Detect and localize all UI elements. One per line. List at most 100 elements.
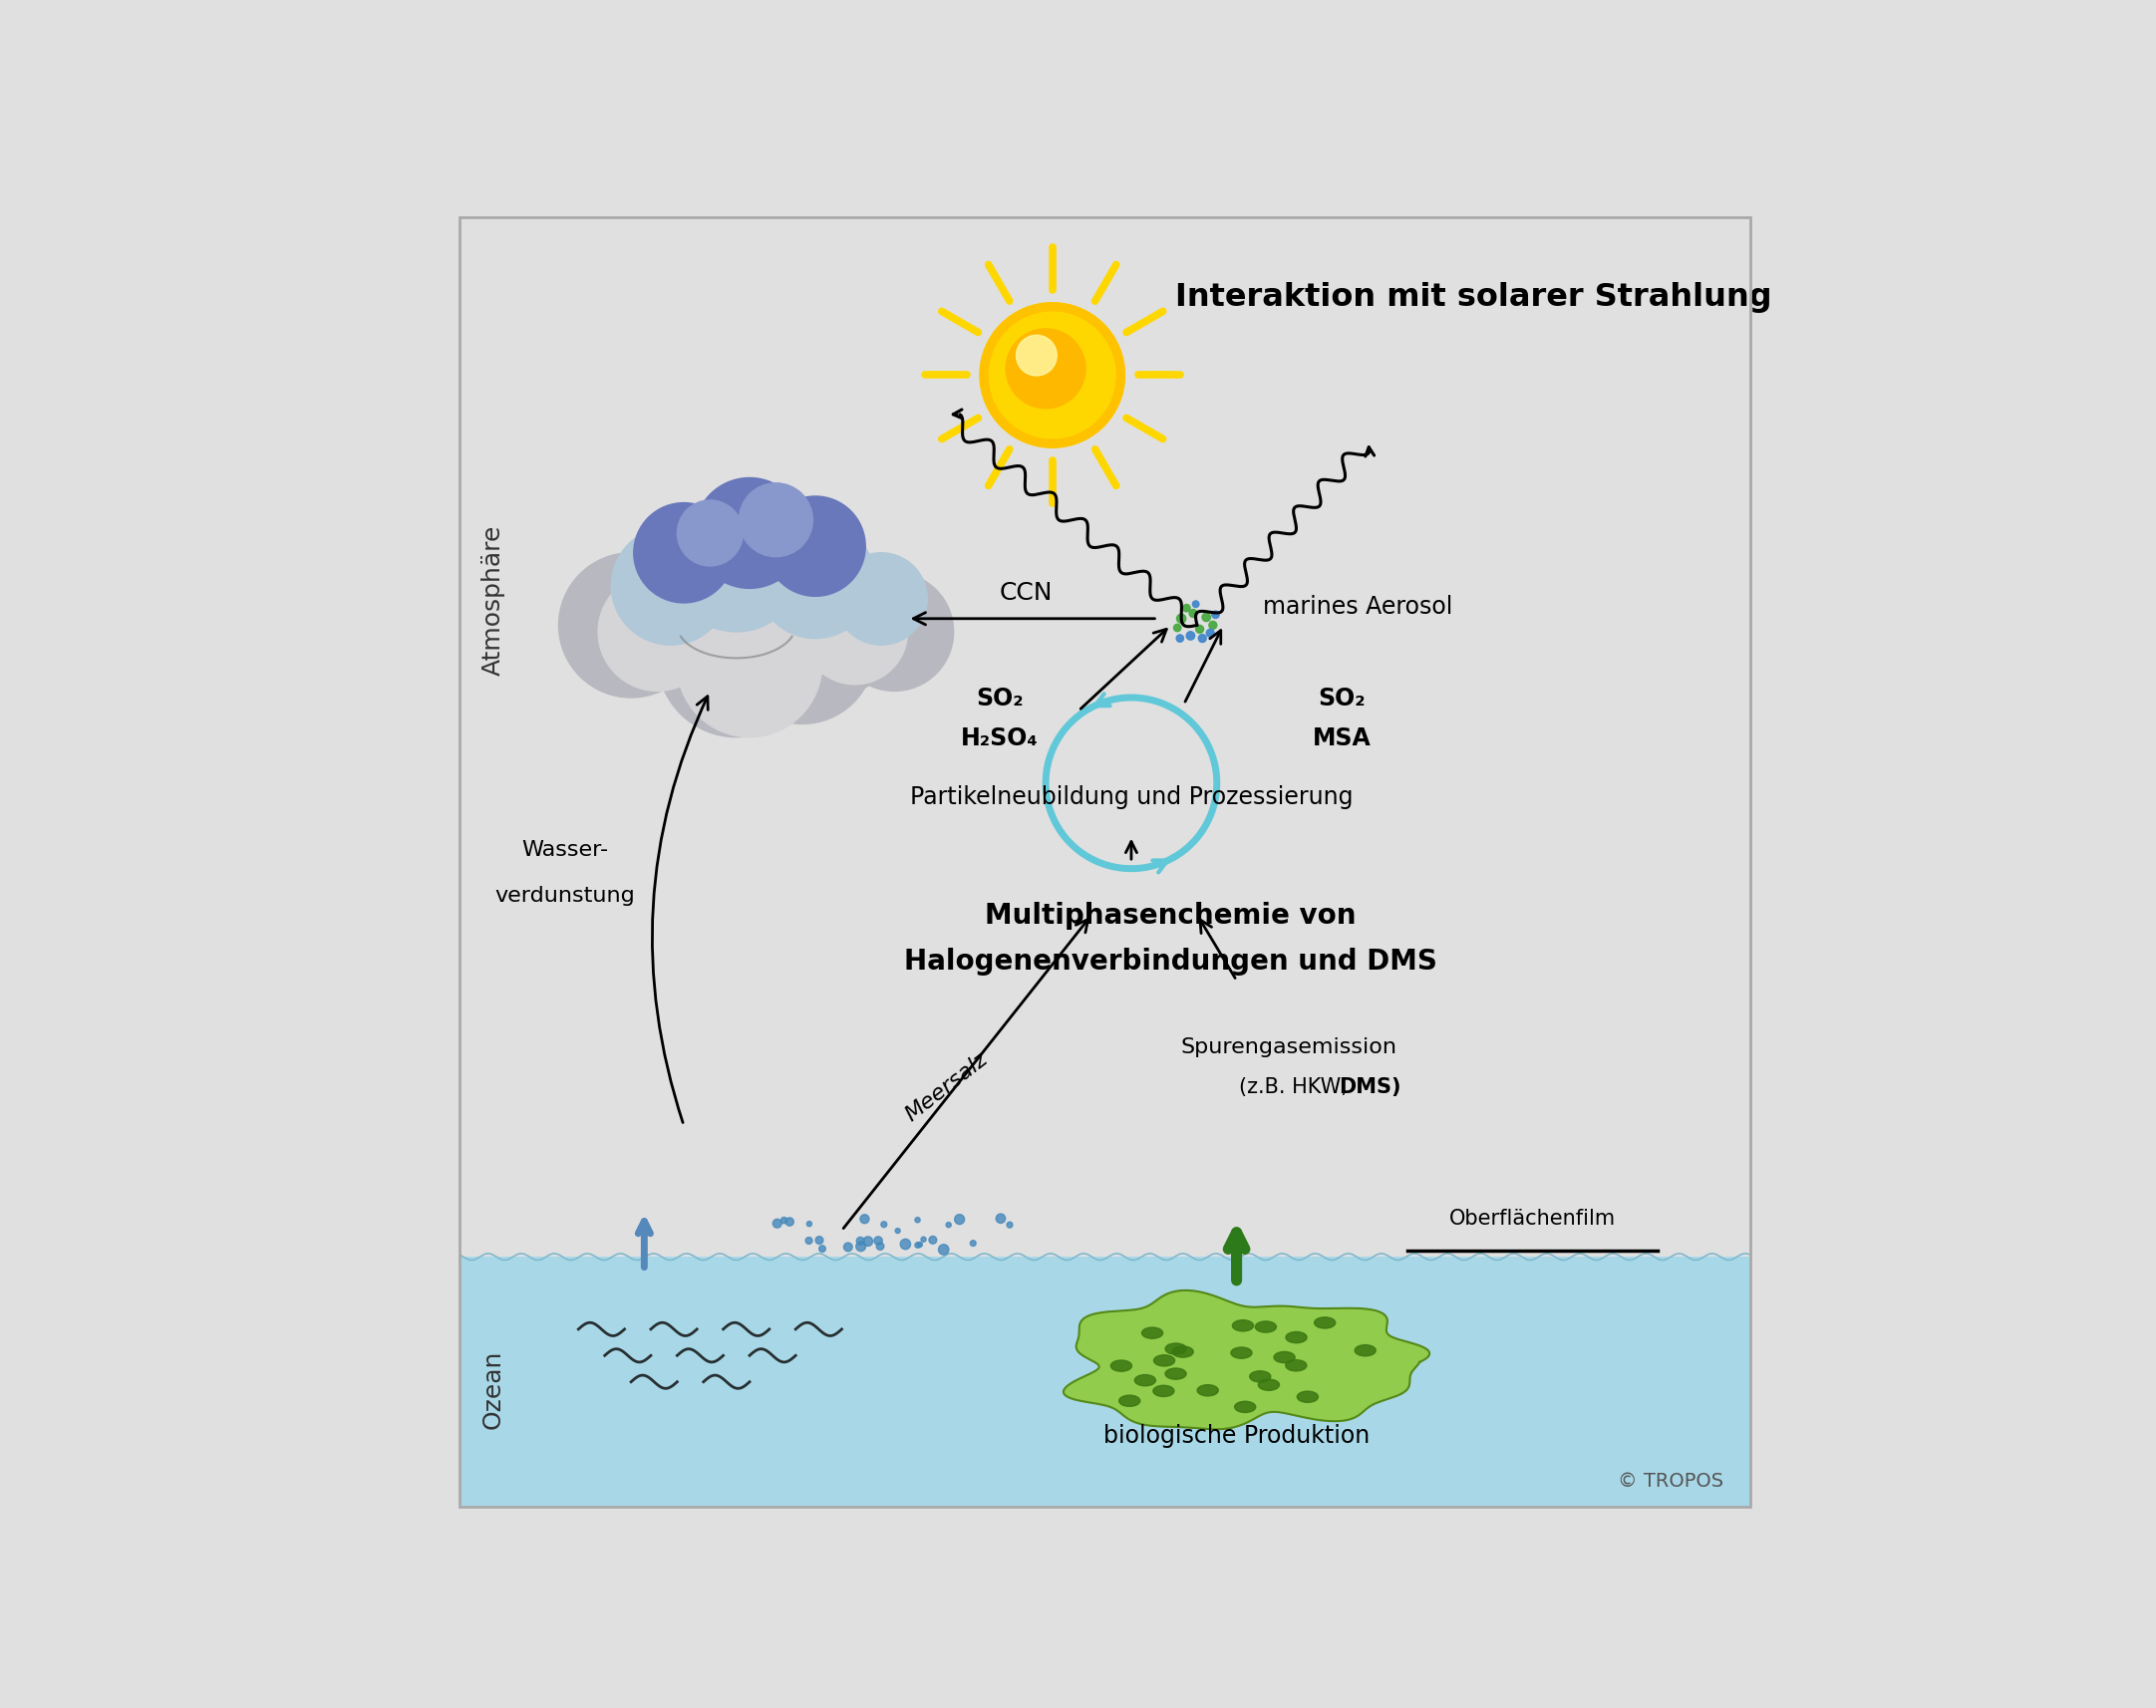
Circle shape — [1003, 325, 1104, 427]
Text: Spurengasemission: Spurengasemission — [1181, 1037, 1397, 1057]
Circle shape — [806, 1238, 813, 1245]
Ellipse shape — [1259, 1380, 1279, 1390]
Text: Meersalz: Meersalz — [901, 1049, 992, 1124]
Circle shape — [1210, 622, 1216, 630]
Circle shape — [981, 304, 1125, 447]
Text: Atmosphäre: Atmosphäre — [481, 524, 505, 675]
Circle shape — [983, 307, 1121, 446]
Circle shape — [901, 1240, 910, 1250]
Ellipse shape — [1233, 1320, 1253, 1332]
Text: Halogenenverbindungen und DMS: Halogenenverbindungen und DMS — [903, 948, 1438, 975]
Circle shape — [815, 1237, 824, 1245]
Circle shape — [671, 500, 802, 632]
Circle shape — [998, 323, 1106, 430]
Bar — [459, 1257, 1751, 1506]
Text: (z.B. HKW,: (z.B. HKW, — [1240, 1076, 1354, 1097]
Circle shape — [981, 304, 1125, 447]
Text: SO₂: SO₂ — [1317, 687, 1365, 711]
Circle shape — [860, 1214, 869, 1223]
Circle shape — [740, 483, 813, 557]
Circle shape — [1177, 615, 1186, 623]
Circle shape — [677, 593, 821, 738]
Ellipse shape — [1119, 1395, 1141, 1407]
Text: Oberflächenfilm: Oberflächenfilm — [1449, 1208, 1617, 1228]
Ellipse shape — [1197, 1385, 1218, 1395]
Circle shape — [929, 1237, 936, 1243]
Text: Ozean: Ozean — [481, 1349, 505, 1428]
Circle shape — [1212, 611, 1218, 618]
Circle shape — [658, 579, 815, 738]
Circle shape — [843, 1243, 852, 1252]
Ellipse shape — [1173, 1346, 1194, 1358]
Text: Wasser-: Wasser- — [522, 839, 608, 859]
Ellipse shape — [1255, 1322, 1276, 1332]
Circle shape — [558, 553, 703, 699]
Circle shape — [914, 1218, 921, 1223]
Text: biologische Produktion: biologische Produktion — [1104, 1423, 1369, 1447]
Ellipse shape — [1298, 1392, 1317, 1402]
Circle shape — [970, 1240, 977, 1247]
Text: Multiphasenchemie von: Multiphasenchemie von — [985, 902, 1356, 929]
Ellipse shape — [1274, 1353, 1296, 1363]
Circle shape — [856, 1237, 865, 1245]
Circle shape — [757, 553, 901, 699]
Circle shape — [1192, 601, 1199, 608]
Ellipse shape — [1231, 1348, 1253, 1358]
Text: verdunstung: verdunstung — [496, 885, 636, 905]
Circle shape — [1173, 625, 1181, 632]
Circle shape — [856, 1242, 867, 1252]
Text: MSA: MSA — [1313, 726, 1371, 750]
Circle shape — [862, 1237, 873, 1247]
Circle shape — [985, 309, 1119, 442]
Circle shape — [996, 319, 1108, 432]
Circle shape — [834, 553, 927, 646]
Circle shape — [819, 1245, 826, 1252]
Circle shape — [873, 1237, 882, 1245]
Circle shape — [992, 316, 1112, 436]
Circle shape — [806, 1221, 813, 1226]
Circle shape — [916, 1242, 923, 1247]
Ellipse shape — [1164, 1344, 1186, 1354]
Text: H₂SO₄: H₂SO₄ — [962, 726, 1039, 750]
Circle shape — [731, 567, 847, 685]
Circle shape — [1184, 605, 1190, 613]
Circle shape — [1015, 336, 1056, 376]
Ellipse shape — [1235, 1402, 1255, 1413]
Circle shape — [664, 567, 783, 685]
Circle shape — [1203, 613, 1210, 622]
Text: Partikelneubildung und Prozessierung: Partikelneubildung und Prozessierung — [910, 786, 1352, 808]
Text: DMS): DMS) — [1339, 1076, 1401, 1097]
Ellipse shape — [1285, 1332, 1307, 1342]
Circle shape — [634, 504, 733, 603]
Circle shape — [921, 1237, 927, 1242]
Circle shape — [990, 313, 1115, 439]
Ellipse shape — [1143, 1327, 1162, 1339]
Circle shape — [625, 547, 770, 692]
Circle shape — [996, 1214, 1005, 1223]
Circle shape — [1177, 635, 1184, 642]
Circle shape — [834, 574, 953, 692]
Text: SO₂: SO₂ — [977, 687, 1024, 711]
Text: Interaktion mit solarer Strahlung: Interaktion mit solarer Strahlung — [1175, 282, 1772, 313]
Circle shape — [1207, 630, 1214, 637]
Ellipse shape — [1354, 1346, 1376, 1356]
Text: CCN: CCN — [1000, 581, 1052, 605]
Circle shape — [677, 500, 744, 567]
Text: © TROPOS: © TROPOS — [1617, 1471, 1723, 1489]
Circle shape — [785, 1218, 793, 1226]
Ellipse shape — [1110, 1360, 1132, 1372]
Polygon shape — [1063, 1291, 1429, 1430]
Circle shape — [757, 521, 875, 639]
Circle shape — [765, 497, 865, 596]
Circle shape — [802, 579, 908, 685]
Ellipse shape — [1153, 1354, 1175, 1366]
Circle shape — [696, 553, 828, 685]
Ellipse shape — [1250, 1372, 1270, 1382]
Circle shape — [914, 1242, 921, 1249]
Circle shape — [875, 1243, 884, 1250]
Text: marines Aerosol: marines Aerosol — [1263, 594, 1453, 618]
Ellipse shape — [1153, 1385, 1175, 1397]
Ellipse shape — [1315, 1317, 1335, 1329]
Circle shape — [946, 1223, 951, 1228]
Circle shape — [1007, 1223, 1013, 1228]
